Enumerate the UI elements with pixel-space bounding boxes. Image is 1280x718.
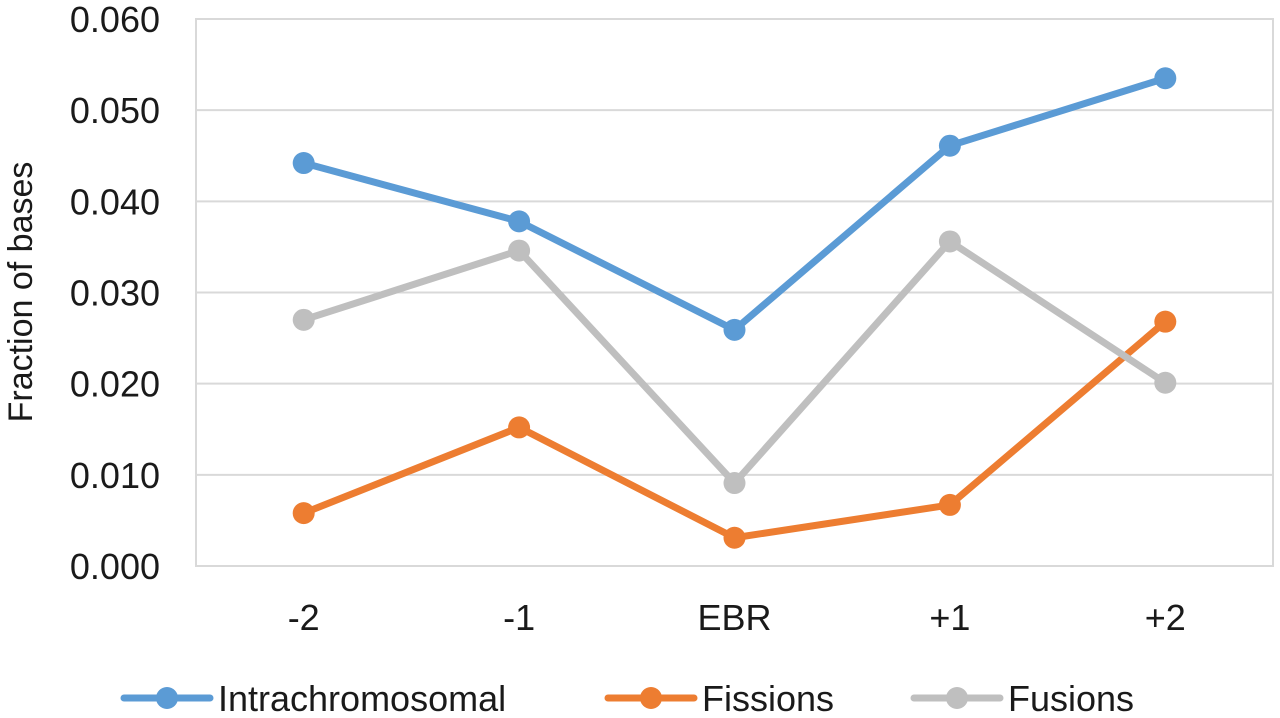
data-point (292, 308, 315, 331)
plot-frame (195, 18, 1274, 567)
series-intrachromosomal (292, 67, 1177, 341)
data-point (938, 493, 961, 516)
y-tick-label: 0.000 (70, 546, 160, 587)
data-point (723, 472, 746, 495)
legend-label: Fissions (702, 678, 834, 718)
data-point (292, 152, 315, 175)
x-axis-tick-labels: -2 -1 EBR +1 +2 (288, 597, 1186, 638)
legend: Intrachromosomal Fissions Fusions (120, 678, 1134, 718)
data-point (508, 210, 531, 233)
data-point (508, 239, 531, 262)
y-tick-label: 0.010 (70, 455, 160, 496)
legend-swatch-marker (640, 687, 662, 709)
legend-swatch-marker (946, 687, 968, 709)
y-tick-label: 0.060 (70, 0, 160, 40)
x-tick-label: EBR (697, 597, 771, 638)
x-tick-label: -1 (503, 597, 535, 638)
legend-label: Intrachromosomal (218, 678, 506, 718)
data-point (723, 318, 746, 341)
series-fusions (292, 230, 1177, 495)
legend-label: Fusions (1008, 678, 1134, 718)
y-tick-label: 0.050 (70, 90, 160, 131)
gridlines (196, 109, 1273, 476)
y-axis-title: Fraction of bases (2, 162, 40, 423)
x-tick-label: +2 (1145, 597, 1186, 638)
series (292, 67, 1177, 549)
data-point (1154, 310, 1177, 333)
series-fissions (292, 310, 1177, 549)
data-point (508, 416, 531, 439)
series-line (300, 237, 1169, 487)
legend-item: Fusions (910, 678, 1134, 718)
y-tick-label: 0.020 (70, 364, 160, 405)
x-tick-label: -2 (288, 597, 320, 638)
data-point (723, 526, 746, 549)
x-tick-label: +1 (929, 597, 970, 638)
y-tick-label: 0.030 (70, 273, 160, 314)
data-point (938, 134, 961, 157)
data-point (938, 230, 961, 253)
data-point (292, 502, 315, 525)
data-point (1154, 371, 1177, 394)
legend-item: Fissions (604, 678, 834, 718)
y-axis-tick-labels: 0.000 0.010 0.020 0.030 0.040 0.050 0.060 (70, 0, 160, 587)
legend-swatch-marker (156, 687, 178, 709)
legend-item: Intrachromosomal (120, 678, 506, 718)
data-point (1154, 67, 1177, 90)
series-line (300, 318, 1169, 542)
y-tick-label: 0.040 (70, 181, 160, 222)
